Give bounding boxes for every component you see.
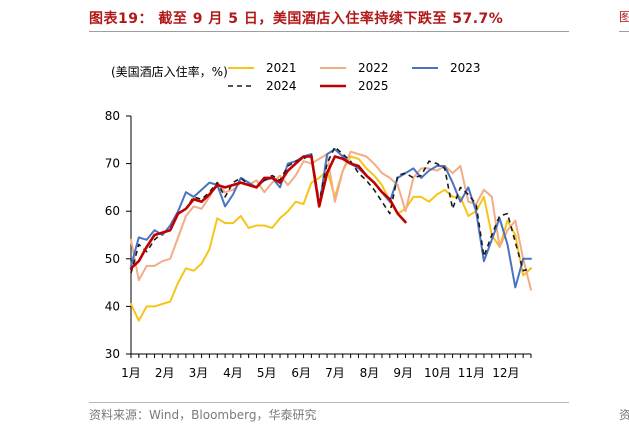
source-note: 资料来源：Wind，Bloomberg，华泰研究 [89,408,317,422]
x-tick-label: 11月 [458,366,485,380]
legend: 2021 2022 2023 2024 2025 [228,61,481,93]
x-tick-label: 7月 [325,366,345,380]
legend-label-2023: 2023 [450,61,481,75]
x-tick-label: 8月 [360,366,380,380]
series-line-2024 [130,146,532,274]
x-tick-label: 10月 [424,366,451,380]
x-tick-label: 5月 [257,366,277,380]
legend-label-2024: 2024 [266,79,297,93]
series-layer [129,146,532,322]
source-rule [89,402,569,403]
x-tick-label: 6月 [291,366,311,380]
x-tick-label: 1月 [121,366,141,380]
next-figure-rule [619,31,629,32]
x-tick-label: 2月 [155,366,175,380]
x-tick-label: 9月 [393,366,413,380]
x-axis: 1月 2月 3月 4月 5月 6月 7月 8月 9月 10月 11月 12月 [121,353,532,380]
next-figure-source-edge: 资 [619,408,629,422]
series-line-2025 [129,155,407,270]
y-tick-label: 50 [105,252,120,266]
next-figure-edge: 图 [619,10,629,24]
legend-label-2021: 2021 [266,61,297,75]
y-tick-label: 70 [105,157,120,171]
title-rule [89,31,569,32]
legend-label-2022: 2022 [358,61,389,75]
y-tick-label: 80 [105,109,120,123]
legend-label-2025: 2025 [358,79,389,93]
series-line-2022 [130,150,532,291]
y-tick-label: 60 [105,204,120,218]
y-axis: 30 40 50 60 70 80 [105,109,132,361]
figure-title: 图表19： 截至 9 月 5 日，美国酒店入住率持续下跌至 57.7% [89,11,504,27]
y-axis-label: (美国酒店入住率，%) [111,64,228,79]
series-line-2023 [130,148,532,289]
x-tick-label: 3月 [189,366,209,380]
x-tick-label: 12月 [492,366,519,380]
x-tick-label: 4月 [223,366,243,380]
y-tick-label: 30 [105,347,120,361]
y-tick-label: 40 [105,299,120,313]
